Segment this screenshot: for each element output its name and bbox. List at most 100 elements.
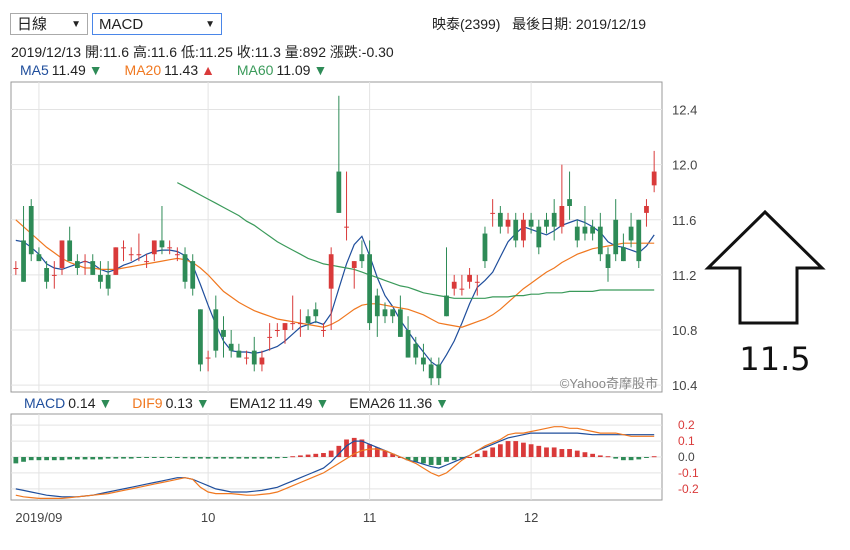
candle[interactable] (497, 206, 503, 234)
candle[interactable] (344, 171, 349, 241)
period-select[interactable]: 日線 ▼ (10, 13, 88, 35)
candle[interactable] (182, 247, 188, 289)
candle[interactable] (328, 247, 334, 330)
candle[interactable] (313, 302, 319, 324)
candle[interactable] (136, 233, 142, 262)
candle[interactable] (421, 343, 426, 372)
osc-bar (267, 457, 273, 459)
candle[interactable] (44, 261, 49, 289)
candle[interactable] (274, 323, 280, 337)
candle[interactable] (405, 316, 411, 358)
candle[interactable] (590, 219, 596, 241)
candle[interactable] (213, 295, 219, 358)
candle[interactable] (621, 233, 626, 262)
candle[interactable] (259, 350, 265, 372)
candle-body (151, 240, 157, 255)
candle[interactable] (451, 274, 457, 296)
candle[interactable] (636, 219, 642, 268)
candle[interactable] (474, 274, 480, 296)
candle[interactable] (336, 95, 342, 213)
candle[interactable] (559, 164, 565, 234)
candle-body (228, 343, 234, 351)
candle[interactable] (551, 199, 557, 241)
candle[interactable] (151, 240, 157, 262)
candle[interactable] (36, 247, 42, 262)
candle-body (474, 281, 480, 283)
candle[interactable] (74, 254, 80, 275)
candle[interactable] (144, 254, 149, 268)
candle[interactable] (374, 288, 380, 337)
candle[interactable] (597, 212, 603, 262)
osc-bar (551, 447, 557, 457)
candle[interactable] (267, 323, 273, 351)
candle[interactable] (651, 150, 657, 193)
candle[interactable] (159, 206, 165, 255)
candle-body (490, 212, 496, 214)
candle[interactable] (613, 199, 619, 262)
candle[interactable] (13, 261, 19, 275)
candle[interactable] (382, 302, 388, 324)
candle[interactable] (205, 350, 211, 372)
candle[interactable] (467, 268, 472, 289)
candle[interactable] (221, 316, 226, 358)
candle[interactable] (359, 240, 365, 268)
candle[interactable] (536, 219, 542, 255)
osc-bar (13, 457, 19, 464)
candle[interactable] (574, 219, 580, 248)
candle[interactable] (644, 199, 649, 227)
osc-bar (74, 457, 80, 460)
candle[interactable] (482, 226, 488, 268)
candle[interactable] (444, 247, 449, 317)
candle[interactable] (21, 206, 26, 282)
candle[interactable] (544, 212, 549, 234)
candle[interactable] (244, 350, 249, 365)
candle[interactable] (128, 247, 134, 262)
candle[interactable] (367, 240, 372, 330)
candle-body (59, 240, 65, 268)
candle[interactable] (436, 357, 442, 386)
candle[interactable] (290, 295, 296, 330)
candle[interactable] (413, 336, 419, 365)
candle[interactable] (305, 309, 311, 330)
candle[interactable] (390, 309, 396, 324)
candle[interactable] (298, 309, 303, 337)
candle[interactable] (105, 261, 111, 296)
candle-body (313, 309, 319, 317)
candle[interactable] (121, 240, 126, 262)
candle[interactable] (605, 247, 611, 282)
candle[interactable] (167, 240, 173, 255)
candle[interactable] (67, 226, 73, 262)
candle[interactable] (228, 330, 234, 358)
candle[interactable] (282, 323, 288, 344)
candle[interactable] (351, 261, 357, 289)
candle-body (567, 199, 572, 206)
candle[interactable] (59, 240, 65, 275)
candle[interactable] (628, 212, 634, 248)
candle[interactable] (28, 199, 34, 262)
candle[interactable] (190, 254, 196, 296)
candle[interactable] (521, 212, 526, 248)
candle[interactable] (251, 336, 257, 372)
osc-bar (82, 457, 88, 460)
candle[interactable] (567, 171, 572, 220)
candle[interactable] (198, 309, 203, 372)
candle[interactable] (397, 295, 403, 337)
candle[interactable] (98, 261, 103, 289)
indicator-select[interactable]: MACD ▼ (92, 13, 222, 35)
candle[interactable] (459, 274, 465, 296)
candle[interactable] (82, 254, 88, 275)
candle[interactable] (428, 357, 434, 386)
candle[interactable] (236, 343, 242, 358)
candle[interactable] (321, 323, 326, 337)
candle[interactable] (505, 212, 511, 234)
candle[interactable] (513, 212, 519, 248)
candle-body (451, 281, 457, 289)
candle[interactable] (582, 206, 588, 241)
candle[interactable] (90, 254, 96, 275)
candle[interactable] (490, 199, 496, 227)
candle[interactable] (174, 247, 180, 262)
candle[interactable] (528, 212, 534, 234)
candle[interactable] (51, 261, 57, 289)
candle[interactable] (113, 247, 119, 275)
